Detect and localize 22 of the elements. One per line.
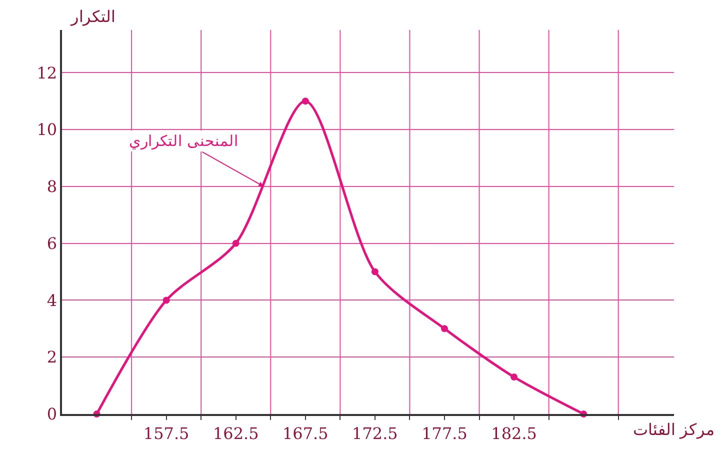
point: [371, 268, 378, 276]
y-tick-label: 2: [46, 348, 58, 367]
x-tick-label: 177.5: [422, 424, 468, 443]
x-tick-label: 167.5: [282, 424, 328, 443]
point: [162, 296, 170, 304]
x-tick-label: 172.5: [352, 424, 398, 443]
x-axis-title: مركز الفئات: [633, 420, 716, 439]
y-tick-label: 0: [46, 404, 58, 424]
x-tick-label: 182.5: [491, 424, 537, 443]
y-tick-label: 12: [36, 63, 58, 82]
y-axis-title: التكرار: [70, 7, 115, 26]
y-tick-label: 8: [46, 177, 58, 196]
x-tick-label: 162.5: [212, 424, 259, 443]
y-tick-label: 4: [46, 290, 58, 310]
point: [302, 98, 309, 105]
point: [441, 325, 448, 332]
point: [510, 374, 518, 381]
annotation: المنحنى التكراري: [129, 132, 238, 150]
y-tick-label: 6: [46, 234, 58, 253]
point: [232, 240, 240, 247]
y-tick-label: 10: [36, 120, 58, 140]
x-tick-label: 157.5: [143, 424, 190, 443]
